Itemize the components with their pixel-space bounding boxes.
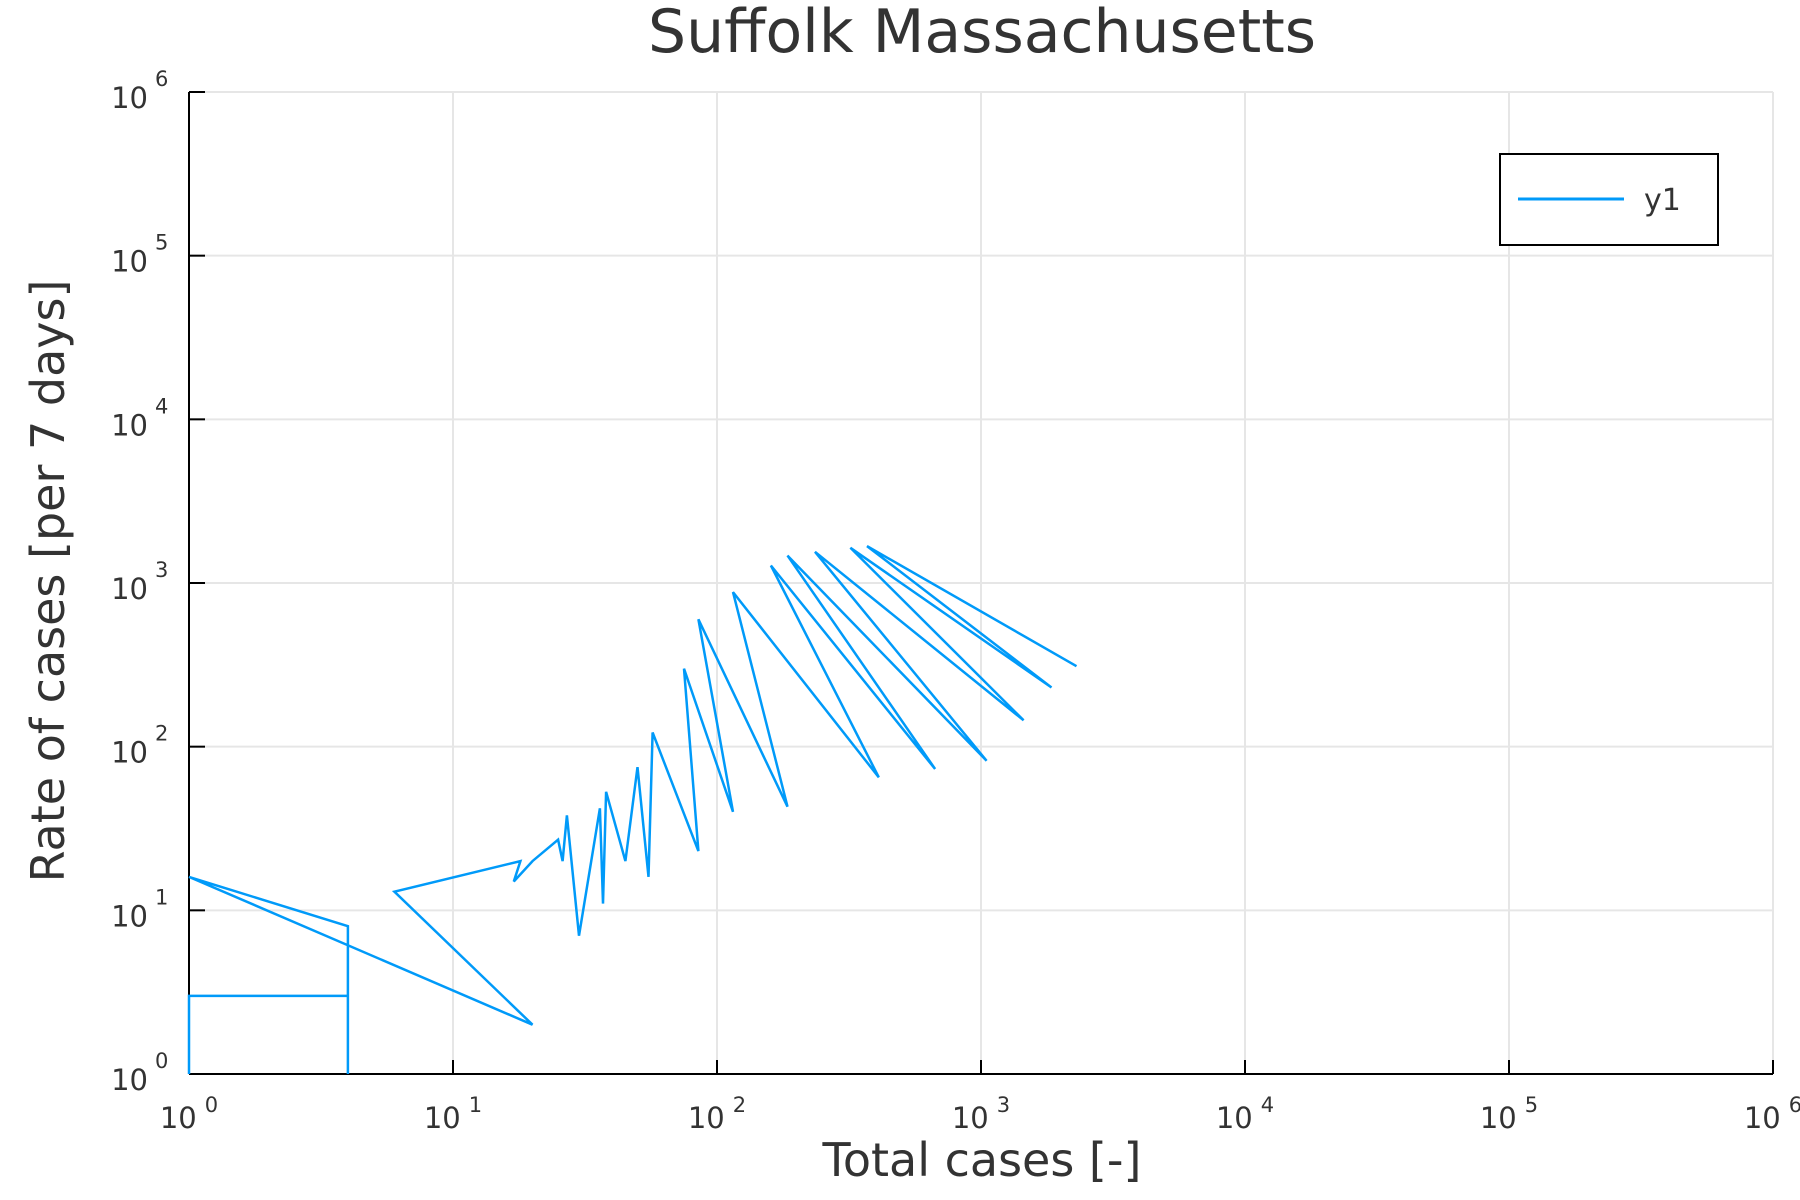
x-tick-base: 10 <box>424 1101 461 1135</box>
x-tick-label: 10 4 <box>1216 1093 1274 1135</box>
x-tick-base: 10 <box>1480 1101 1517 1135</box>
x-tick-label: 10 0 <box>160 1093 218 1135</box>
y-tick-label: 10 <box>111 408 148 442</box>
y-tick-base: 10 <box>111 408 148 442</box>
y-tick-exponent: 4 <box>155 394 168 418</box>
y-tick-base: 10 <box>111 1063 148 1097</box>
y-axis-label: Rate of cases [per 7 days] <box>21 280 75 883</box>
y-tick-exponent: 5 <box>155 231 168 255</box>
y-tick-exponent: 3 <box>155 558 168 582</box>
y-tick-exponent: 1 <box>155 885 168 909</box>
y-tick-label: 10 <box>111 81 148 115</box>
y-tick-label: 10 <box>111 899 148 933</box>
series-layer <box>187 545 1078 1074</box>
y-tick-exponent: 6 <box>155 67 168 91</box>
x-tick-label: 10 2 <box>688 1093 746 1135</box>
y-tick-label: 10 <box>111 736 148 770</box>
y-tick-label: 10 <box>111 572 148 606</box>
x-tick-base: 10 <box>160 1101 197 1135</box>
y-tick-label: 10 <box>111 1063 148 1097</box>
x-tick-label: 10 3 <box>952 1093 1010 1135</box>
x-tick-exponent: 4 <box>1261 1093 1274 1117</box>
series-line-y1 <box>187 545 1078 1074</box>
ticks: 10 0 10 1 10 2 10 3 10 4 10 5 10 61001011021031041051… <box>111 67 1800 1135</box>
x-tick-label: 10 5 <box>1480 1093 1538 1135</box>
x-tick-label: 10 1 <box>424 1093 482 1135</box>
y-tick-exponent: 2 <box>155 722 168 746</box>
legend: y1 <box>1499 153 1719 246</box>
y-tick-base: 10 <box>111 245 148 279</box>
y-tick-label: 10 <box>111 245 148 279</box>
x-tick-base: 10 <box>952 1101 989 1135</box>
x-tick-exponent: 6 <box>1789 1093 1800 1117</box>
x-tick-base: 10 <box>688 1101 725 1135</box>
x-tick-exponent: 1 <box>469 1093 482 1117</box>
y-tick-base: 10 <box>111 572 148 606</box>
x-tick-exponent: 5 <box>1525 1093 1538 1117</box>
x-tick-label: 10 6 <box>1744 1093 1800 1135</box>
y-tick-base: 10 <box>111 81 148 115</box>
legend-label-y1: y1 <box>1644 183 1681 218</box>
x-axis-label: Total cases [-] <box>822 1133 1142 1187</box>
x-tick-base: 10 <box>1216 1101 1253 1135</box>
chart-title: Suffolk Massachusetts <box>648 0 1316 67</box>
x-tick-exponent: 0 <box>205 1093 218 1117</box>
x-tick-base: 10 <box>1744 1101 1781 1135</box>
y-tick-base: 10 <box>111 899 148 933</box>
x-tick-exponent: 2 <box>733 1093 746 1117</box>
y-tick-exponent: 0 <box>155 1049 168 1073</box>
x-tick-exponent: 3 <box>997 1093 1010 1117</box>
y-tick-base: 10 <box>111 736 148 770</box>
